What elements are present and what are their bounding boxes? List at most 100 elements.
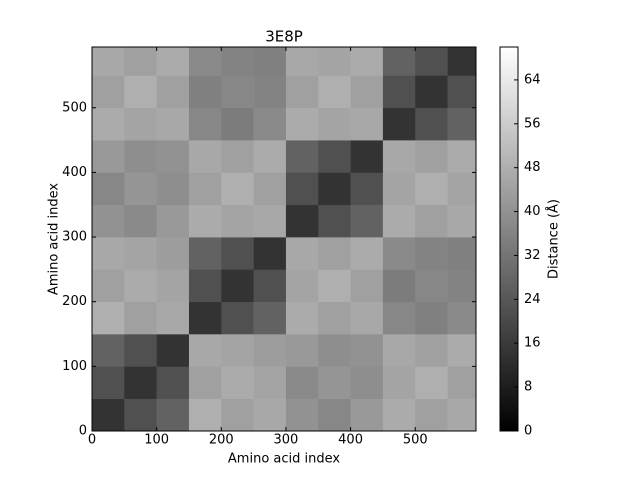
- heatmap-cell: [415, 47, 448, 76]
- heatmap-cell: [318, 237, 351, 270]
- colorbar-label: Distance (Å): [546, 199, 562, 279]
- heatmap-cell: [318, 140, 351, 173]
- heatmap-cell: [124, 334, 157, 367]
- heatmap-cell: [188, 398, 222, 432]
- heatmap-cell: [92, 204, 125, 238]
- heatmap-cell: [156, 237, 190, 270]
- heatmap-cell: [318, 334, 351, 367]
- chart-title: 3E8P: [265, 28, 303, 46]
- heatmap-cell: [382, 140, 416, 173]
- heatmap-cell: [221, 237, 254, 270]
- heatmap-cell: [350, 140, 384, 173]
- heatmap-cell: [350, 172, 384, 206]
- heatmap-cell: [318, 107, 351, 141]
- heatmap-cell: [382, 269, 416, 303]
- heatmap-cell: [188, 269, 222, 303]
- heatmap-cell: [447, 398, 477, 432]
- heatmap-cell: [447, 75, 477, 109]
- heatmap-cell: [415, 237, 448, 270]
- heatmap-cell: [285, 172, 319, 206]
- heatmap-cell: [285, 107, 319, 141]
- heatmap-cell: [285, 269, 319, 303]
- heatmap-cell: [188, 334, 222, 367]
- heatmap-cell: [285, 398, 319, 432]
- heatmap-cell: [221, 301, 254, 335]
- heatmap-cell: [415, 366, 448, 399]
- heatmap-cell: [253, 47, 287, 76]
- heatmap-cell: [415, 107, 448, 141]
- heatmap-cell: [253, 237, 287, 270]
- heatmap-cell: [447, 269, 477, 303]
- heatmap-cell: [253, 75, 287, 109]
- heatmap-cell: [156, 140, 190, 173]
- heatmap-cell: [188, 140, 222, 173]
- heatmap-cell: [156, 366, 190, 399]
- heatmap-cell: [253, 269, 287, 303]
- y-axis-label: Amino acid index: [47, 183, 62, 295]
- heatmap-cell: [156, 107, 190, 141]
- heatmap-cell: [92, 47, 125, 76]
- heatmap-cell: [318, 75, 351, 109]
- heatmap-cell: [92, 366, 125, 399]
- heatmap-cell: [124, 398, 157, 432]
- heatmap-cell: [253, 301, 287, 335]
- heatmap-cell: [156, 204, 190, 238]
- heatmap-cell: [124, 237, 157, 270]
- heatmap-cell: [350, 366, 384, 399]
- heatmap-cell: [350, 301, 384, 335]
- heatmap-cell: [415, 301, 448, 335]
- heatmap-cell: [156, 398, 190, 432]
- plot-frame: [91, 46, 477, 432]
- heatmap-cell: [253, 140, 287, 173]
- heatmap-cell: [124, 107, 157, 141]
- heatmap-cell: [447, 334, 477, 367]
- heatmap-cell: [253, 172, 287, 206]
- heatmap-cell: [92, 172, 125, 206]
- y-tick-label: 200: [62, 294, 87, 309]
- colorbar: [499, 46, 519, 432]
- heatmap-cell: [92, 107, 125, 141]
- colorbar-tick-label: 0: [524, 424, 532, 439]
- heatmap-cell: [188, 107, 222, 141]
- heatmap-cell: [415, 269, 448, 303]
- heatmap-cell: [382, 47, 416, 76]
- heatmap-cell: [285, 75, 319, 109]
- heatmap-cell: [253, 334, 287, 367]
- heatmap-cell: [221, 75, 254, 109]
- colorbar-tick-label: 24: [524, 292, 541, 307]
- heatmap-cell: [447, 204, 477, 238]
- heatmap-cell: [188, 204, 222, 238]
- heatmap-cell: [382, 75, 416, 109]
- heatmap-cell: [253, 398, 287, 432]
- heatmap-cell: [415, 334, 448, 367]
- y-tick-label: 300: [62, 230, 87, 245]
- heatmap-cell: [124, 140, 157, 173]
- heatmap-cell: [415, 398, 448, 432]
- heatmap-cell: [285, 140, 319, 173]
- heatmap-cell: [156, 334, 190, 367]
- x-tick-label: 200: [209, 433, 234, 448]
- heatmap-cell: [447, 47, 477, 76]
- heatmap-cell: [253, 366, 287, 399]
- heatmap-cell: [124, 301, 157, 335]
- heatmap-cell: [221, 269, 254, 303]
- x-tick-label: 300: [274, 433, 299, 448]
- heatmap-cell: [92, 237, 125, 270]
- y-tick-label: 0: [79, 424, 87, 439]
- heatmap-cell: [415, 204, 448, 238]
- heatmap-cell: [92, 301, 125, 335]
- heatmap-cell: [382, 172, 416, 206]
- heatmap-cell: [221, 47, 254, 76]
- heatmap-cell: [188, 75, 222, 109]
- heatmap-cell: [221, 140, 254, 173]
- heatmap-cell: [382, 366, 416, 399]
- heatmap-cell: [447, 107, 477, 141]
- heatmap-cell: [382, 301, 416, 335]
- heatmap-cell: [156, 75, 190, 109]
- heatmap-cell: [188, 366, 222, 399]
- x-tick-label: 100: [144, 433, 169, 448]
- heatmap-cell: [318, 301, 351, 335]
- heatmap-cell: [318, 47, 351, 76]
- colorbar-tick-label: 8: [524, 380, 532, 395]
